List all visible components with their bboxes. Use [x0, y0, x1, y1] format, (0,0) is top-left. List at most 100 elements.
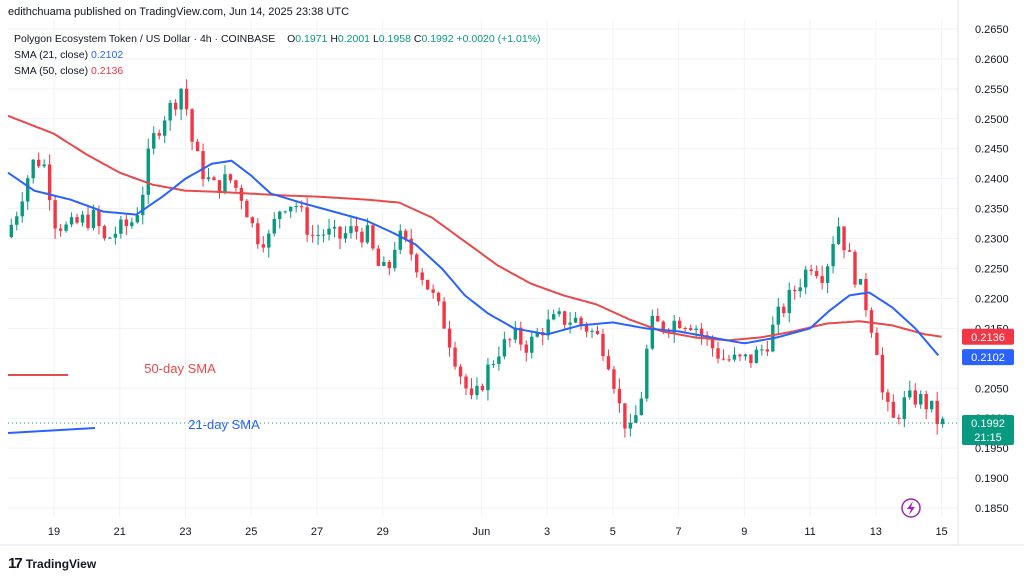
candle-body	[365, 225, 370, 243]
countdown-tag-text: 21:15	[974, 432, 1002, 444]
candle-body	[20, 201, 24, 217]
candle-body	[710, 337, 715, 349]
candle-body	[568, 322, 572, 325]
candle-body	[332, 226, 337, 229]
time-tick-label: 7	[676, 526, 682, 538]
time-axis[interactable]: 19 21 23 25 27 29 Jun 3 5 7 9 11 13 15	[48, 526, 948, 538]
candle-body	[162, 120, 167, 136]
candle-body	[305, 207, 309, 235]
candle-body	[853, 251, 857, 285]
candle-body	[168, 102, 172, 121]
sma50-row[interactable]: SMA (50, close) 0.2136	[14, 63, 541, 79]
sma21-annotation-line	[7, 427, 96, 434]
candle-body	[623, 403, 627, 429]
candle-body	[157, 133, 161, 136]
candle-body	[250, 217, 255, 224]
candle-body	[267, 233, 271, 248]
candle-body	[694, 328, 698, 331]
candle-body	[836, 226, 841, 245]
candle-body	[634, 415, 638, 423]
price-tick-label: 0.2300	[975, 234, 1009, 246]
candle-body	[650, 315, 654, 349]
axis-separators	[0, 0, 1024, 546]
candle-body	[130, 222, 134, 227]
candle-body	[360, 231, 364, 243]
candle-body	[354, 226, 359, 232]
candle-body	[179, 88, 183, 110]
candle-body	[135, 215, 139, 223]
candle-body	[913, 390, 917, 405]
candle-body	[891, 401, 896, 418]
candle-body	[453, 347, 457, 367]
candle-body	[152, 133, 156, 149]
candle-body	[721, 358, 726, 360]
candle-body	[53, 200, 57, 229]
candle-body	[223, 174, 227, 193]
candle-body	[382, 261, 386, 266]
sma21-row[interactable]: SMA (21, close) 0.2102	[14, 47, 541, 63]
candle-body	[612, 369, 616, 389]
candle-body	[404, 230, 408, 239]
sma21-annotation: 21-day SMA	[188, 417, 260, 432]
candle-body	[727, 359, 731, 361]
candle-body	[820, 276, 824, 283]
price-tick-label: 0.2050	[975, 383, 1009, 395]
candle-body	[184, 88, 189, 110]
candle-body	[864, 279, 868, 311]
candle-body	[519, 327, 523, 345]
price-tick-label: 0.2450	[975, 144, 1009, 156]
candle-body	[245, 200, 249, 218]
candle-body	[793, 289, 797, 292]
price-tick-label: 0.2550	[975, 84, 1009, 96]
tradingview-footer[interactable]: 17 TradingView	[8, 555, 96, 572]
candle-body	[119, 219, 123, 234]
high-label: H	[330, 33, 338, 45]
candle-body	[36, 159, 41, 167]
grid	[8, 20, 958, 517]
candle-body	[58, 228, 63, 231]
sma21-value: 0.2102	[91, 49, 124, 61]
time-tick-label: Jun	[472, 526, 490, 538]
candle-body	[349, 226, 353, 234]
candle-body	[677, 320, 682, 329]
tradingview-logo-icon: 17	[8, 555, 23, 572]
last-price-tag-bg	[962, 414, 1014, 445]
sma50-label: SMA (50, close)	[14, 65, 89, 77]
candle-body	[782, 306, 786, 314]
candle-body	[924, 394, 928, 410]
candle-body	[491, 364, 496, 366]
candle-body	[299, 206, 304, 208]
change-value: +0.0020 (+1.01%)	[456, 33, 541, 45]
candle-body	[683, 328, 687, 330]
lightning-icon[interactable]	[901, 498, 921, 518]
candle-body	[743, 354, 748, 357]
sma21-price-tag-text: 0.2102	[971, 352, 1005, 364]
candle-body	[502, 339, 507, 357]
time-tick-label: 9	[741, 526, 747, 538]
candle-body	[656, 315, 660, 322]
time-tick-label: 29	[377, 526, 389, 538]
low-value: 0.1958	[378, 33, 411, 45]
price-tick-label: 0.2500	[975, 114, 1009, 126]
candle-body	[173, 102, 178, 110]
symbol-title[interactable]: Polygon Ecosystem Token / US Dollar · 4h…	[14, 33, 276, 45]
candle-body	[91, 209, 96, 228]
candle-body	[584, 324, 589, 332]
candle-body	[902, 397, 907, 419]
time-tick-label: 13	[870, 526, 882, 538]
candle-body	[639, 398, 644, 416]
last-price-tag-text: 0.1992	[971, 418, 1005, 430]
candle-body	[645, 348, 649, 399]
candle-body	[141, 194, 145, 216]
candle-body	[272, 219, 276, 234]
candle-body	[535, 332, 539, 337]
candle-body	[75, 217, 79, 223]
time-tick-label: 21	[114, 526, 126, 538]
candle-body	[338, 226, 342, 239]
sma21-line	[7, 159, 940, 356]
time-tick-label: 5	[610, 526, 616, 538]
candle-body	[42, 164, 46, 167]
candle-body	[124, 219, 129, 227]
candle-body	[497, 356, 501, 365]
